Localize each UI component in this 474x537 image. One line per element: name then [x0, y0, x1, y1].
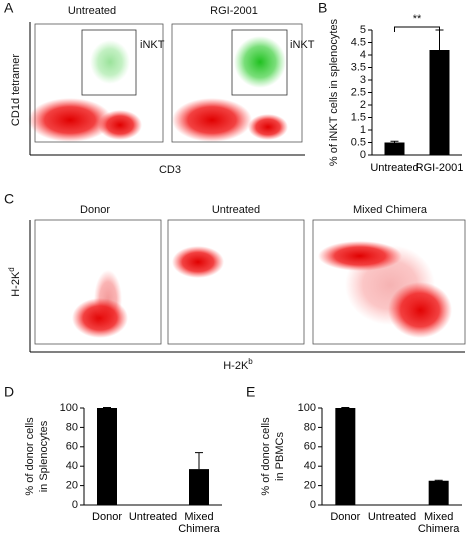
y-tick-label: 0: [72, 499, 78, 511]
y-tick-label: 60: [66, 441, 78, 453]
significance-bracket: [394, 26, 440, 32]
x-axis-label: CD3: [159, 164, 181, 176]
x-tick-label: Untreated: [367, 511, 417, 523]
label-sup: d: [7, 267, 16, 271]
panel-label: A: [4, 0, 14, 16]
y-tick-label: 2.5: [351, 86, 366, 98]
x-tick-label-box: Mixed Chimera: [417, 511, 460, 535]
y-tick-label: 100: [60, 402, 78, 414]
error-bar: [435, 29, 444, 50]
bar: [189, 469, 209, 505]
flow-plot: [312, 219, 466, 345]
gate-label: iNKT: [140, 39, 165, 51]
panel-label: E: [246, 384, 255, 400]
y-axis-label: in PBMCs: [274, 432, 286, 481]
flow-plot: [167, 219, 305, 345]
error-bar: [195, 452, 203, 470]
y-tick-label: 4: [360, 49, 366, 61]
bar: [335, 408, 356, 505]
panel-label: D: [4, 384, 14, 400]
x-tick-label-box: Mixed Chimera: [178, 511, 220, 535]
plot-title: Untreated: [68, 5, 116, 17]
plot-title: Mixed Chimera: [353, 204, 428, 216]
y-tick-label: 5: [360, 24, 366, 36]
x-tick-label-box: Donor: [330, 511, 361, 523]
y-axis-label: % of iNKT cells in splenocytes: [328, 18, 340, 166]
x-tick-label: Mixed Chimera: [178, 511, 220, 535]
y-tick-label: 3.5: [351, 61, 366, 73]
y-tick-label: 20: [66, 480, 78, 492]
y-axis-label: % of donor cells: [24, 417, 36, 496]
flow-plot: [34, 219, 162, 345]
plot-title: Untreated: [212, 204, 260, 216]
y-tick-label: 40: [66, 460, 78, 472]
x-tick-label: Untreated: [370, 162, 419, 174]
bar: [429, 50, 450, 155]
bar: [97, 408, 117, 505]
flow-plot: [171, 23, 303, 143]
annotation: **: [413, 13, 422, 25]
y-tick-label: 0.5: [351, 136, 366, 148]
flow-plot: [28, 23, 164, 143]
y-tick-label: 80: [66, 421, 78, 433]
y-tick-label: 100: [298, 402, 316, 414]
plot-title: RGI-2001: [210, 5, 258, 17]
y-tick-label: 3: [360, 74, 366, 86]
y-tick-label: 2: [360, 99, 366, 111]
plot-title: Donor: [80, 204, 110, 216]
y-tick-label: 4.5: [351, 36, 366, 48]
label-text: H-2K: [223, 360, 249, 372]
x-tick-label-box: Untreated: [367, 511, 417, 523]
gate-label: iNKT: [290, 39, 315, 51]
label-sup: b: [248, 357, 253, 366]
y-tick-label: 20: [304, 480, 316, 492]
x-tick-label-box: Donor: [92, 511, 122, 523]
x-tick-label-box: RGI-2001: [415, 162, 464, 174]
x-axis-label: H-2Kb: [223, 357, 253, 372]
y-tick-label: 0: [360, 149, 366, 161]
x-tick-label-box: Untreated: [370, 162, 419, 174]
x-tick-label: Mixed Chimera: [417, 511, 460, 535]
y-tick-label: 0: [310, 499, 316, 511]
y-axis-label: in Splenocytes: [38, 420, 50, 492]
y-tick-label: 80: [304, 421, 316, 433]
x-tick-label: Donor: [330, 511, 361, 523]
y-axis-label: CD1d tetramer: [10, 54, 22, 126]
y-tick-label: 40: [304, 460, 316, 472]
bar: [428, 480, 449, 505]
x-tick-label: Untreated: [128, 511, 178, 523]
y-tick-label: 60: [304, 441, 316, 453]
x-tick-label-box: Untreated: [128, 511, 178, 523]
x-tick-label: Donor: [92, 511, 122, 523]
bar: [384, 142, 405, 155]
label-text: H-2K: [10, 271, 22, 297]
y-tick-label: 1.5: [351, 111, 366, 123]
x-tick-label: RGI-2001: [415, 162, 464, 174]
y-axis-label: H-2Kd: [7, 267, 22, 297]
y-axis-label: % of donor cells: [260, 417, 272, 496]
error-bar: [390, 140, 399, 143]
panel-label: B: [318, 0, 327, 16]
panel-label: C: [4, 191, 14, 207]
y-tick-label: 1: [360, 124, 366, 136]
